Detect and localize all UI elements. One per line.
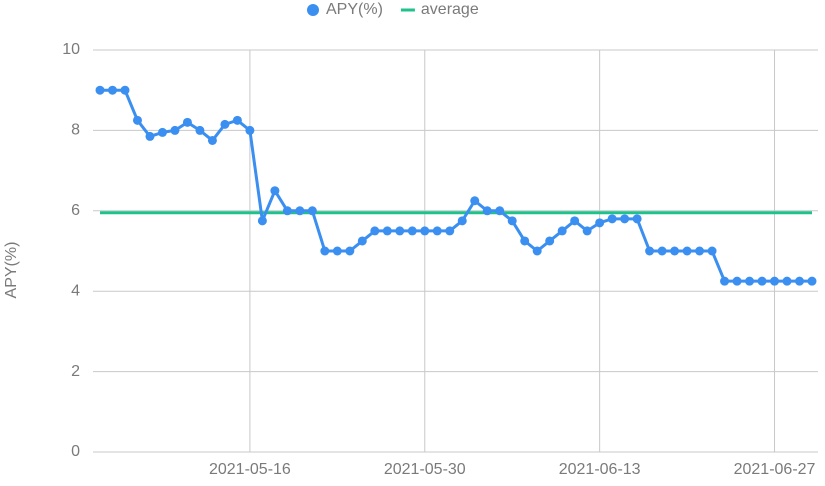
data-point [370, 226, 380, 236]
x-tick-label: 2021-05-30 [384, 461, 466, 478]
data-point [570, 216, 580, 226]
data-point [470, 196, 480, 206]
data-point [257, 216, 267, 226]
data-point [382, 226, 392, 236]
legend-label: APY(%) [326, 1, 383, 18]
data-point [145, 131, 155, 141]
data-point [320, 246, 330, 256]
series-line [100, 88, 812, 283]
data-point [132, 115, 142, 125]
data-point [282, 206, 292, 216]
data-point [607, 214, 617, 224]
y-tick-label: 0 [71, 443, 80, 460]
data-point [632, 214, 642, 224]
data-point [532, 246, 542, 256]
data-point [557, 226, 567, 236]
data-point [445, 226, 455, 236]
data-point [682, 246, 692, 256]
data-point [657, 246, 667, 256]
y-axis-title: APY(%) [3, 242, 20, 299]
data-point [795, 276, 805, 286]
data-point [732, 276, 742, 286]
data-point [295, 206, 305, 216]
data-point [482, 206, 492, 216]
data-point [407, 226, 417, 236]
y-tick-label: 2 [71, 363, 80, 380]
data-point [420, 226, 430, 236]
data-point [182, 117, 192, 127]
data-point [332, 246, 342, 256]
data-point [620, 214, 630, 224]
data-point [95, 85, 105, 95]
data-point [170, 125, 180, 135]
data-point [157, 127, 167, 137]
data-point [720, 276, 730, 286]
data-point [670, 246, 680, 256]
data-point [120, 85, 130, 95]
data-point [357, 236, 367, 246]
y-tick-label: 8 [71, 122, 80, 139]
data-point [770, 276, 780, 286]
data-point [245, 125, 255, 135]
data-point [457, 216, 467, 226]
data-point [432, 226, 442, 236]
x-tick-label: 2021-06-27 [734, 461, 816, 478]
y-tick-label: 4 [71, 282, 80, 299]
data-point [757, 276, 767, 286]
y-tick-label: 6 [71, 202, 80, 219]
legend-marker [307, 4, 319, 16]
data-point [207, 135, 217, 145]
data-point [545, 236, 555, 246]
data-point [220, 119, 230, 129]
data-point [807, 276, 817, 286]
data-point [270, 186, 280, 196]
data-point [507, 216, 517, 226]
data-point [345, 246, 355, 256]
y-tick-label: 10 [62, 41, 80, 58]
legend-label: average [421, 1, 479, 18]
data-point [782, 276, 792, 286]
x-tick-label: 2021-06-13 [559, 461, 641, 478]
data-point [520, 236, 530, 246]
data-point [695, 246, 705, 256]
data-point [232, 115, 242, 125]
data-point [707, 246, 717, 256]
data-point [582, 226, 592, 236]
data-point [195, 125, 205, 135]
x-tick-label: 2021-05-16 [209, 461, 291, 478]
data-point [745, 276, 755, 286]
data-point [395, 226, 405, 236]
data-point [645, 246, 655, 256]
data-point [495, 206, 505, 216]
data-point [307, 206, 317, 216]
data-point [107, 85, 117, 95]
data-point [595, 218, 605, 228]
